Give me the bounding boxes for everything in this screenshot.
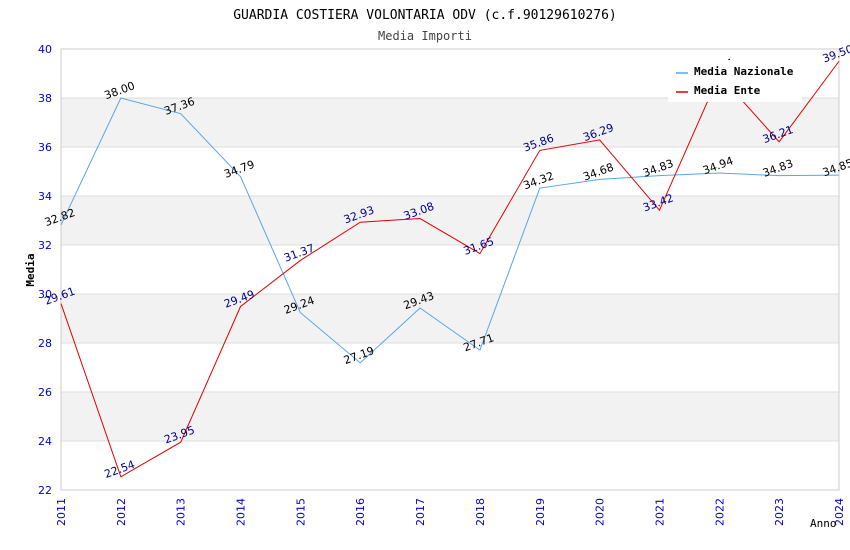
x-tick-label: 2017 [414,498,427,526]
data-label: 34.79 [222,158,256,181]
x-tick-label: 2024 [833,498,846,526]
x-tick-label: 2019 [534,498,547,526]
data-label: 39.50 [821,42,850,65]
x-axis-label: Anno [810,517,837,530]
plot-band [61,294,839,343]
y-tick-label: 36 [38,141,52,154]
y-tick-label: 34 [38,190,52,203]
chart-title: GUARDIA COSTIERA VOLONTARIA ODV (c.f.901… [233,8,617,23]
y-tick-label: 22 [38,484,52,497]
legend-label-media-ente: Media Ente [694,84,761,97]
y-tick-label: 40 [38,43,52,56]
y-tick-label: 32 [38,239,52,252]
y-tick-label: 26 [38,386,52,399]
y-axis-ticks: 22 24 26 28 30 32 34 36 38 40 [38,43,52,497]
plot-bands [61,98,839,441]
x-tick-label: 2011 [55,498,68,526]
plot-band [61,98,839,147]
x-tick-label: 2020 [594,498,607,526]
plot-band [61,392,839,441]
x-tick-label: 2022 [713,498,726,526]
x-tick-label: 2021 [653,498,666,526]
x-tick-label: 2013 [175,498,188,526]
x-tick-label: 2016 [354,498,367,526]
y-tick-label: 30 [38,288,52,301]
y-tick-label: 28 [38,337,52,350]
data-label: 34.85 [821,156,850,179]
y-tick-label: 38 [38,92,52,105]
plot-band [61,196,839,245]
data-label: 22.54 [103,458,137,481]
data-label: 34.83 [761,157,795,180]
x-tick-label: 2012 [115,498,128,526]
legend-background [668,60,802,102]
x-tick-label: 2014 [235,498,248,526]
chart-subtitle: Media Importi [378,29,472,43]
grid-lines [61,48,839,491]
legend: Media Nazionale Media Ente [668,60,802,102]
x-tick-label: 2018 [474,498,487,526]
plot-frame [60,48,840,491]
x-axis-ticks: 2011 2012 2013 2014 2015 2016 2017 2018 2019 2020… [55,498,846,526]
data-label: 34.83 [641,157,675,180]
y-tick-label: 24 [38,435,52,448]
series-line-media-nazionale [60,97,840,364]
legend-label-media-nazionale: Media Nazionale [694,65,794,78]
x-tick-label: 2015 [294,498,307,526]
data-label: 34.68 [581,161,615,184]
y-axis-label: Media [24,253,37,286]
data-label: 27.19 [342,344,376,367]
x-tick-label: 2023 [773,498,786,526]
